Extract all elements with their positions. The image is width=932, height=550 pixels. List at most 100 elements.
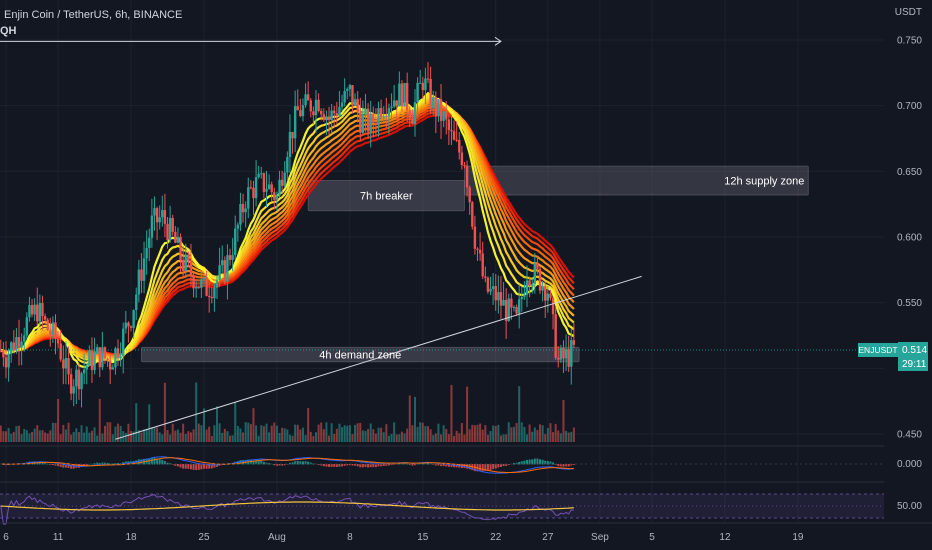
macd-histogram-bar	[330, 464, 333, 467]
macd-histogram-bar	[408, 464, 411, 465]
candle-body	[481, 253, 484, 277]
volume-bar	[54, 422, 57, 442]
volume-bar	[176, 429, 179, 442]
time-axis[interactable]: 6 11 18 25 Aug 8 15 22 27 Sep 5 12 19	[0, 522, 932, 543]
volume-bar	[445, 429, 448, 442]
candle-body	[247, 187, 250, 209]
macd-histogram-bar	[64, 464, 67, 468]
volume-bar	[135, 403, 138, 442]
macd-histogram-bar	[135, 460, 138, 465]
candle-body	[33, 304, 36, 315]
macd-histogram-bar	[307, 461, 310, 465]
volume-bar	[552, 432, 555, 442]
volume-bar	[481, 429, 484, 442]
volume-bar	[70, 434, 73, 442]
volume-bar	[440, 434, 443, 442]
candle-body	[434, 97, 438, 117]
macd-histogram-bar	[189, 464, 192, 470]
macd-histogram-bar	[406, 463, 409, 465]
volume-bar	[328, 435, 331, 442]
volume-bar	[486, 434, 489, 442]
rsi-pane[interactable]	[0, 481, 884, 525]
volume-bar	[132, 431, 135, 442]
candle-body	[570, 340, 573, 367]
macd-histogram-bar	[163, 461, 166, 465]
price-axis[interactable]: 0.750 0.700 0.650 0.600 0.550 0.450 0.000 50.00	[897, 36, 922, 513]
candle-body	[62, 359, 65, 369]
trendline[interactable]	[115, 275, 642, 440]
candle-body	[418, 82, 422, 84]
volume-bar	[471, 424, 474, 442]
volume-bar	[570, 431, 573, 442]
candle-body	[69, 374, 73, 394]
candle-body	[252, 187, 255, 199]
volume-bar	[515, 423, 518, 442]
candle-body	[348, 85, 352, 90]
macd-histogram-bar	[492, 464, 495, 470]
volume-bar	[317, 424, 320, 442]
time-tick-label: 27	[542, 532, 554, 543]
volume-bar	[523, 426, 526, 442]
volume-bar	[239, 428, 242, 442]
macd-histogram-bar	[273, 464, 276, 466]
candle-body	[234, 228, 237, 256]
volume-bar	[367, 428, 370, 442]
volume-bar	[346, 425, 349, 442]
macd-histogram-bar	[166, 462, 169, 465]
macd-histogram-bar	[533, 458, 536, 465]
macd-histogram-bar	[182, 464, 185, 469]
ema-line-5	[0, 97, 575, 362]
candle-body	[385, 115, 388, 117]
volume-bar	[189, 432, 192, 442]
candle-body	[150, 215, 154, 238]
candle-body	[80, 373, 83, 390]
volume-bar	[182, 423, 185, 442]
candle-body	[286, 156, 289, 173]
price-badge-symbol: ENJUSDT	[858, 345, 897, 355]
candle-body	[119, 356, 122, 359]
volume-bar	[174, 430, 177, 442]
demand-zone-4h[interactable]	[140, 346, 580, 363]
supply-zone-12h[interactable]	[463, 165, 809, 196]
candle-body	[176, 236, 180, 243]
macd-histogram-bar	[216, 464, 219, 467]
macd-histogram-bar	[328, 464, 331, 467]
volume-bar	[309, 431, 312, 442]
candle-body	[221, 260, 224, 266]
volume-bar	[88, 432, 91, 442]
candle-body	[12, 342, 16, 351]
volume-bar	[80, 425, 83, 442]
macd-pane[interactable]	[0, 445, 884, 474]
volume-bar	[103, 425, 106, 442]
volume-bar	[453, 435, 456, 442]
volume-bar	[158, 432, 161, 442]
macd-histogram-bar	[85, 464, 88, 466]
top-arrow[interactable]	[0, 36, 502, 46]
volume-bar	[468, 429, 471, 442]
volume-bar	[348, 425, 351, 442]
volume-bar	[533, 427, 536, 442]
volume-bar	[20, 434, 23, 442]
candlesticks	[0, 62, 576, 408]
breaker-zone-label: 7h breaker	[360, 191, 413, 203]
volume-bar	[83, 432, 86, 442]
volume-bar	[458, 433, 461, 442]
macd-histogram-bar	[288, 462, 291, 465]
macd-histogram-bar	[41, 462, 44, 465]
macd-histogram-bar	[161, 459, 164, 465]
candle-body	[499, 292, 503, 306]
volume-bar	[286, 429, 289, 442]
candle-body	[25, 317, 29, 336]
macd-histogram-bar	[437, 464, 440, 466]
volume-bar	[197, 423, 200, 442]
volume-bar	[382, 432, 385, 442]
macd-histogram-bar	[338, 464, 341, 467]
candle-body	[116, 348, 120, 359]
volume-bar	[526, 434, 528, 442]
candle-body	[333, 110, 336, 114]
candle-body	[549, 293, 552, 298]
price-badge[interactable]: ENJUSDT 0.514 29:11	[858, 342, 928, 371]
candle-body	[421, 82, 424, 91]
candle-body	[497, 292, 500, 301]
